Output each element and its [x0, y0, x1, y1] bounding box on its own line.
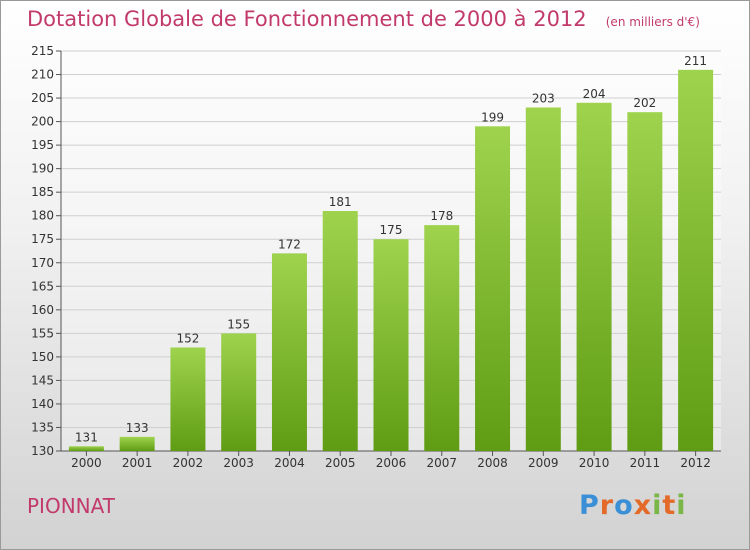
x-tick-label: 2004 — [274, 456, 305, 470]
y-tick-label: 130 — [31, 444, 54, 458]
x-tick-label: 2001 — [122, 456, 153, 470]
y-tick-label: 135 — [31, 420, 54, 434]
place-name: PIONNAT — [27, 494, 115, 518]
bar — [68, 446, 104, 451]
y-tick-label: 160 — [31, 303, 54, 317]
logo-letter: i — [676, 490, 687, 521]
y-tick-label: 185 — [31, 185, 54, 199]
x-tick-label: 2005 — [325, 456, 356, 470]
data-label: 133 — [126, 421, 149, 435]
x-tick-label: 2011 — [630, 456, 661, 470]
y-tick-label: 165 — [31, 279, 54, 293]
data-label: 181 — [329, 195, 352, 209]
x-tick-label: 2006 — [376, 456, 407, 470]
logo-letter: i — [652, 490, 663, 521]
data-label: 204 — [583, 87, 606, 101]
data-label: 131 — [75, 430, 98, 444]
y-tick-label: 175 — [31, 232, 54, 246]
data-label: 152 — [176, 331, 199, 345]
data-label: 199 — [481, 110, 504, 124]
y-tick-label: 155 — [31, 326, 54, 340]
x-tick-label: 2009 — [528, 456, 559, 470]
data-label: 178 — [430, 209, 453, 223]
data-label: 172 — [278, 237, 301, 251]
bar — [424, 225, 460, 451]
y-tick-label: 210 — [31, 68, 54, 82]
proxiti-logo: Proxiti — [579, 490, 687, 521]
bar — [373, 239, 409, 451]
bar — [119, 436, 155, 451]
data-label: 175 — [380, 223, 403, 237]
y-tick-label: 140 — [31, 397, 54, 411]
y-tick-label: 195 — [31, 138, 54, 152]
logo-letter: o — [614, 490, 634, 521]
data-label: 203 — [532, 91, 555, 105]
bar — [475, 126, 511, 451]
data-label: 202 — [633, 96, 656, 110]
logo-letter: r — [599, 490, 615, 521]
bar — [221, 333, 257, 451]
bar — [271, 253, 307, 451]
bar — [576, 102, 612, 451]
x-tick-label: 2008 — [477, 456, 508, 470]
logo-letter: P — [579, 490, 600, 521]
y-tick-label: 205 — [31, 91, 54, 105]
y-tick-label: 145 — [31, 373, 54, 387]
bar — [627, 112, 663, 452]
y-tick-label: 190 — [31, 162, 54, 176]
logo-letter: t — [662, 490, 677, 521]
chart-title: Dotation Globale de Fonctionnement de 20… — [27, 7, 587, 31]
bar — [322, 211, 358, 451]
x-tick-label: 2000 — [71, 456, 102, 470]
data-label: 211 — [684, 54, 707, 68]
y-tick-label: 200 — [31, 115, 54, 129]
title-row: Dotation Globale de Fonctionnement de 20… — [27, 7, 700, 31]
bar — [525, 107, 561, 452]
x-tick-label: 2002 — [173, 456, 204, 470]
y-tick-label: 170 — [31, 256, 54, 270]
bar — [678, 69, 714, 451]
x-tick-label: 2010 — [579, 456, 610, 470]
x-tick-label: 2012 — [680, 456, 711, 470]
x-tick-label: 2003 — [223, 456, 254, 470]
y-tick-label: 180 — [31, 209, 54, 223]
bar — [170, 347, 206, 451]
logo-letter: x — [633, 490, 653, 521]
x-tick-label: 2007 — [426, 456, 457, 470]
y-tick-label: 215 — [31, 44, 54, 58]
y-tick-label: 150 — [31, 350, 54, 364]
chart-subtitle: (en milliers d'€) — [605, 15, 700, 29]
data-label: 155 — [227, 317, 250, 331]
